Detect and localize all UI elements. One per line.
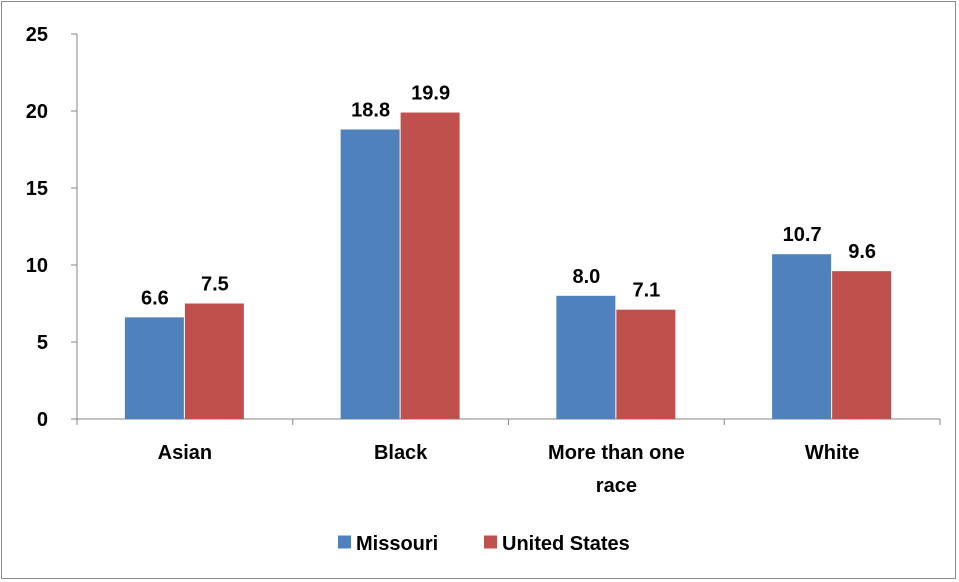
legend: Missouri United States (338, 533, 630, 555)
y-tick-label: 20 (26, 101, 48, 123)
data-label: 7.1 (632, 280, 660, 302)
data-labels: 6.6 7.5 18.8 19.9 8.0 7.1 10.7 9.6 (141, 83, 876, 310)
bar (556, 295, 616, 419)
data-label: 9.6 (848, 241, 876, 263)
data-label: 18.8 (351, 99, 390, 121)
x-axis: Asian Black More than one race White (76, 418, 941, 497)
bar (616, 309, 676, 419)
data-label: 7.5 (201, 274, 229, 296)
y-axis: 0 5 10 15 20 25 (26, 24, 78, 431)
bar (124, 317, 184, 419)
y-tick-label: 5 (37, 332, 48, 354)
x-category-label: More than one race (548, 442, 685, 497)
data-label: 19.9 (411, 83, 450, 105)
legend-label: United States (502, 533, 630, 555)
data-label: 10.7 (783, 224, 822, 246)
x-category-label: Asian (158, 442, 212, 464)
x-category-label: White (805, 442, 859, 464)
legend-swatch (338, 535, 351, 549)
legend-swatch (484, 535, 497, 549)
bar (340, 129, 400, 420)
bar (184, 303, 244, 419)
y-tick-label: 10 (26, 255, 48, 277)
bar (832, 271, 892, 419)
y-tick-label: 25 (26, 24, 48, 46)
bar (400, 112, 460, 419)
x-category-label: Black (374, 442, 428, 464)
data-label: 6.6 (141, 287, 169, 309)
y-tick-label: 15 (26, 178, 48, 200)
legend-label: Missouri (356, 533, 438, 555)
bar (772, 254, 832, 419)
bars (124, 112, 892, 420)
data-label: 8.0 (572, 266, 600, 288)
y-tick-label: 0 (37, 409, 48, 431)
